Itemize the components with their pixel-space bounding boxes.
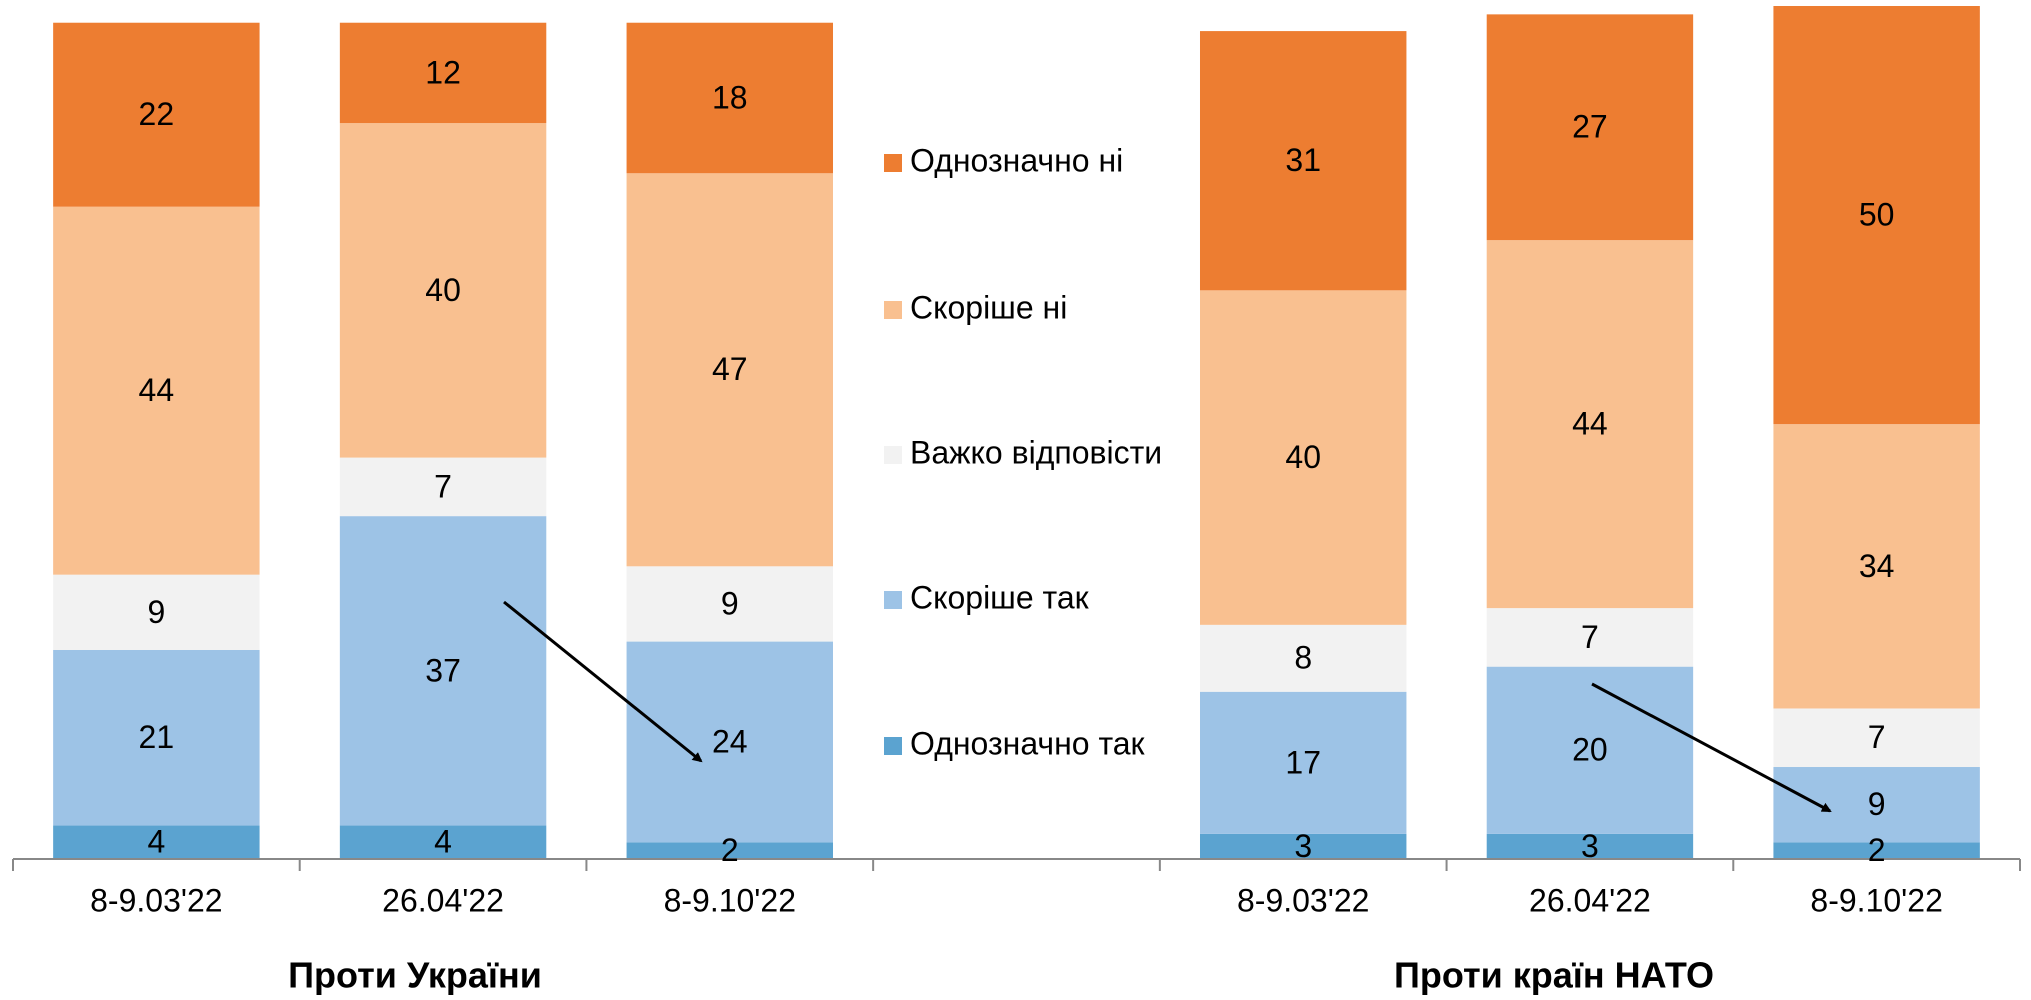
- data-label: 17: [1285, 744, 1321, 780]
- data-label: 44: [139, 372, 175, 408]
- legend-label: Скоріше так: [910, 579, 1090, 615]
- x-tick-label: 8-9.03'22: [1237, 882, 1369, 918]
- data-label: 44: [1572, 406, 1608, 442]
- bar-segment: [626, 566, 834, 642]
- data-label: 50: [1859, 197, 1895, 233]
- legend-label: Важко відповісти: [910, 434, 1162, 470]
- data-label: 40: [1285, 439, 1321, 475]
- bar-segment: [1773, 842, 1980, 859]
- data-label: 8: [1294, 640, 1312, 676]
- data-label: 3: [1581, 828, 1599, 864]
- legend-swatch: [884, 737, 902, 755]
- bar-segment: [1199, 624, 1407, 692]
- legend-label: Однозначно ні: [910, 142, 1123, 178]
- data-label: 9: [1868, 786, 1886, 822]
- bar-segment: [1486, 666, 1694, 834]
- marks: [53, 6, 1980, 859]
- bar-segment: [1773, 6, 1980, 425]
- bar-segment: [339, 123, 547, 458]
- bar-segment: [1199, 290, 1407, 625]
- legend-swatch: [884, 591, 902, 609]
- bar-segment: [53, 825, 260, 859]
- arrow: [503, 600, 703, 763]
- arrow: [1591, 682, 1832, 813]
- data-label: 21: [139, 719, 175, 755]
- bar-segment: [626, 842, 834, 859]
- bar-segment: [626, 173, 834, 567]
- bar-segment: [53, 649, 260, 826]
- data-label: 3: [1294, 828, 1312, 864]
- data-label: 7: [1581, 619, 1599, 655]
- bar-segment: [53, 206, 260, 575]
- legend-swatch: [884, 446, 902, 464]
- group-label: Проти України: [288, 955, 542, 996]
- data-label: 22: [139, 96, 175, 132]
- legend-swatch: [884, 301, 902, 319]
- data-label: 2: [721, 832, 739, 868]
- bar-segment: [1486, 14, 1694, 241]
- bar-segment: [1773, 424, 1980, 709]
- legend-label: Скоріше ні: [910, 289, 1067, 325]
- data-label: 2: [1868, 832, 1886, 868]
- data-label: 31: [1285, 142, 1321, 178]
- data-label: 20: [1572, 732, 1608, 768]
- data-label: 34: [1859, 548, 1895, 584]
- x-tick-label: 26.04'22: [1529, 882, 1651, 918]
- bar-segment: [626, 22, 834, 174]
- data-label: 12: [425, 54, 461, 90]
- legend-swatch: [884, 154, 902, 172]
- bar-segment: [1199, 31, 1407, 291]
- x-tick-label: 8-9.10'22: [664, 882, 796, 918]
- bar-segment: [1486, 608, 1694, 667]
- x-tick-label: 26.04'22: [382, 882, 504, 918]
- data-label: 9: [721, 585, 739, 621]
- bar-segment: [1486, 240, 1694, 609]
- bar-segment: [53, 574, 260, 650]
- group-label: Проти країн НАТО: [1394, 955, 1714, 996]
- x-tick-label: 8-9.03'22: [90, 882, 222, 918]
- bar-segment: [1773, 708, 1980, 768]
- data-label: 40: [425, 272, 461, 308]
- bar-segment: [1199, 691, 1407, 834]
- bar-segment: [339, 516, 547, 826]
- bar-segment: [339, 457, 547, 517]
- legend-label: Однозначно так: [910, 725, 1146, 761]
- bar-segment: [339, 825, 547, 859]
- bar-segment: [53, 22, 260, 207]
- bar-segment: [339, 22, 547, 124]
- data-label: 47: [712, 351, 748, 387]
- data-label: 18: [712, 79, 748, 115]
- bar-segment: [1773, 767, 1980, 843]
- data-label: 37: [425, 652, 461, 688]
- data-label: 4: [147, 824, 165, 860]
- data-label: 7: [434, 468, 452, 504]
- data-label: 27: [1572, 109, 1608, 145]
- bar-segment: [1486, 833, 1694, 859]
- data-label: 9: [147, 594, 165, 630]
- data-label: 4: [434, 824, 452, 860]
- bar-segment: [626, 641, 834, 843]
- data-label: 24: [712, 723, 748, 759]
- x-tick-label: 8-9.10'22: [1810, 882, 1942, 918]
- data-label: 7: [1868, 719, 1886, 755]
- bar-segment: [1199, 833, 1407, 859]
